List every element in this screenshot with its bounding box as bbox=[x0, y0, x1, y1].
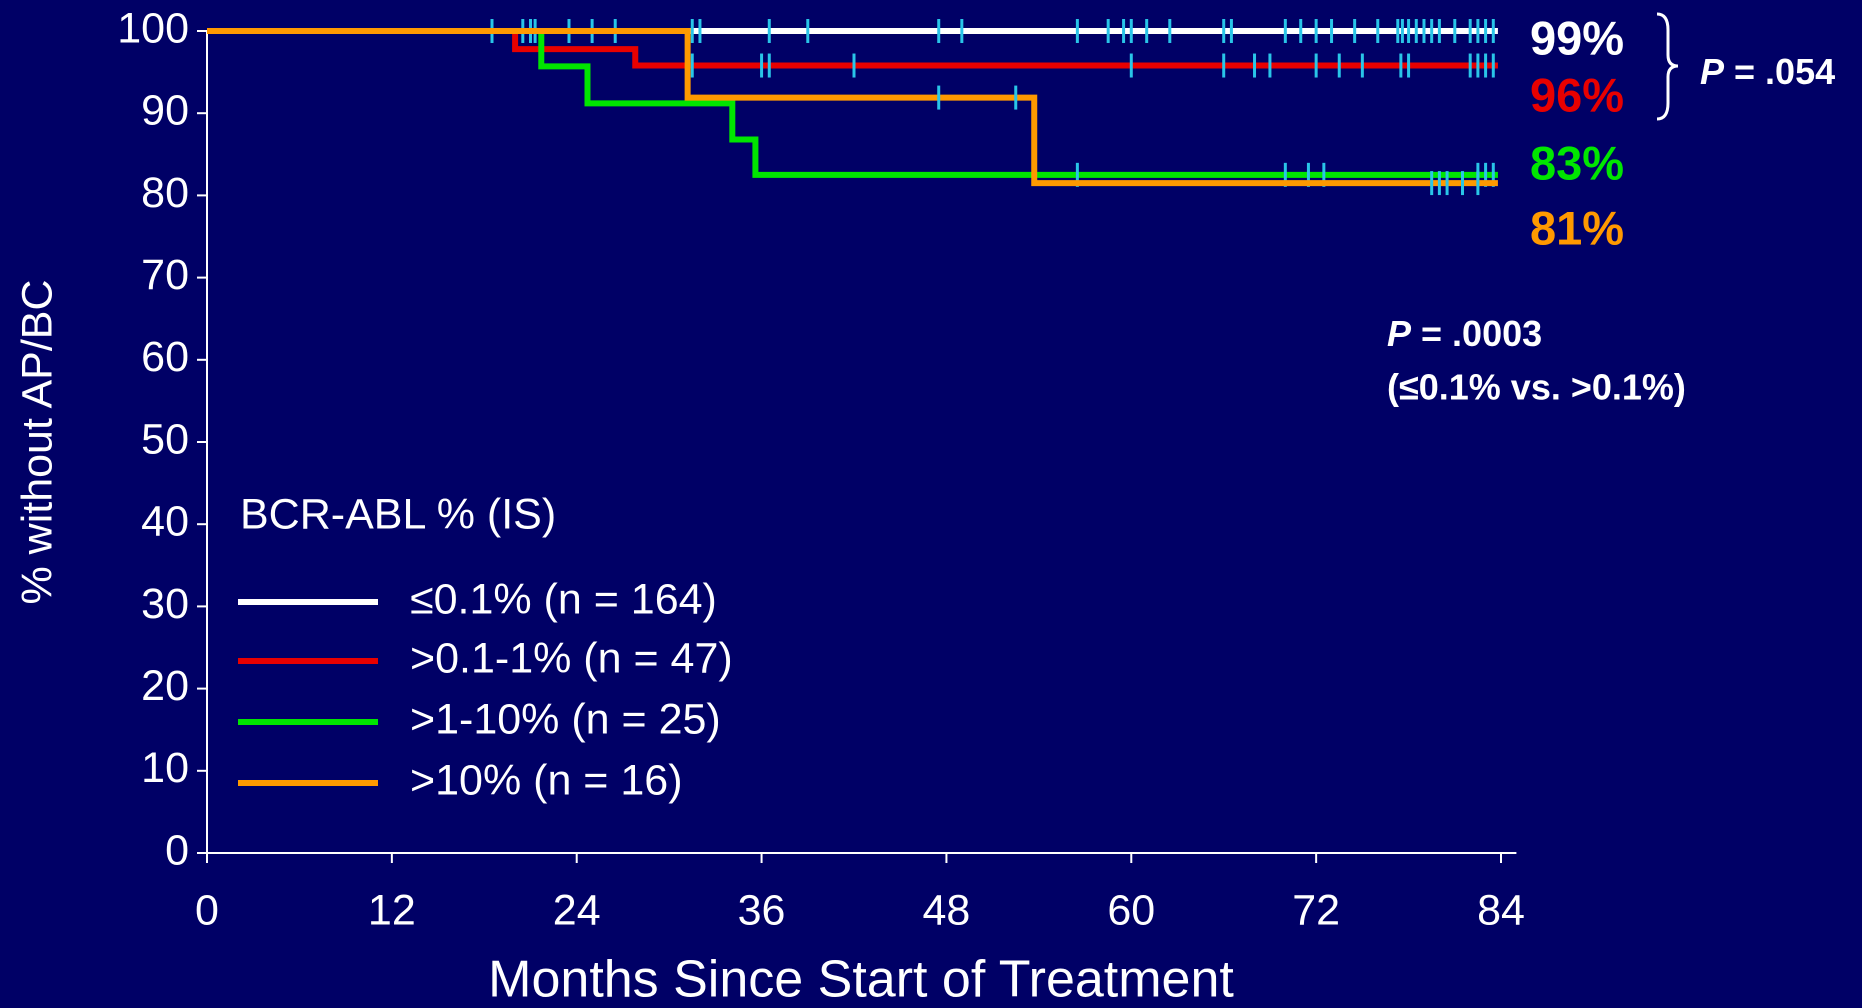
end-label: 96% bbox=[1530, 68, 1624, 121]
legend-label: >10% (n = 16) bbox=[410, 756, 683, 804]
legend-title: BCR-ABL % (IS) bbox=[240, 490, 556, 538]
x-tick-label: 0 bbox=[195, 886, 219, 934]
legend-label: ≤0.1% (n = 164) bbox=[410, 575, 717, 623]
end-label: 81% bbox=[1530, 201, 1624, 254]
y-tick-label: 60 bbox=[141, 333, 189, 381]
x-tick-label: 60 bbox=[1107, 886, 1155, 934]
p-value: P = .0003 bbox=[1387, 313, 1542, 354]
x-tick-label: 48 bbox=[923, 886, 971, 934]
y-tick-label: 30 bbox=[141, 580, 189, 628]
y-tick-label: 0 bbox=[165, 826, 189, 874]
y-tick-label: 10 bbox=[141, 744, 189, 792]
y-tick-label: 40 bbox=[141, 498, 189, 546]
y-tick-label: 50 bbox=[141, 415, 189, 463]
p-note: (≤0.1% vs. >0.1%) bbox=[1387, 367, 1686, 408]
x-tick-label: 72 bbox=[1292, 886, 1340, 934]
y-axis-label: % without AP/BC bbox=[13, 279, 61, 604]
x-axis-label: Months Since Start of Treatment bbox=[488, 951, 1234, 1008]
p-symbol: P bbox=[1387, 313, 1412, 354]
p-text: = .0003 bbox=[1421, 313, 1542, 354]
legend-label: >1-10% (n = 25) bbox=[410, 695, 721, 743]
x-tick-label: 84 bbox=[1477, 886, 1525, 934]
end-label: 83% bbox=[1530, 136, 1624, 189]
p-symbol: P bbox=[1700, 51, 1725, 92]
brace bbox=[1656, 12, 1679, 121]
p-value: P = .054 bbox=[1700, 51, 1835, 92]
y-tick-label: 100 bbox=[117, 4, 189, 52]
x-tick-label: 12 bbox=[368, 886, 416, 934]
y-tick-label: 80 bbox=[141, 169, 189, 217]
y-tick-label: 90 bbox=[141, 87, 189, 135]
x-tick-label: 36 bbox=[738, 886, 786, 934]
y-tick-label: 70 bbox=[141, 251, 189, 299]
x-tick-label: 24 bbox=[553, 886, 601, 934]
km-curve bbox=[207, 28, 1498, 187]
km-curve bbox=[207, 28, 1498, 178]
end-label: 99% bbox=[1530, 11, 1624, 64]
legend-label: >0.1-1% (n = 47) bbox=[410, 634, 733, 682]
y-tick-label: 20 bbox=[141, 662, 189, 710]
p-text: = .054 bbox=[1734, 51, 1835, 92]
